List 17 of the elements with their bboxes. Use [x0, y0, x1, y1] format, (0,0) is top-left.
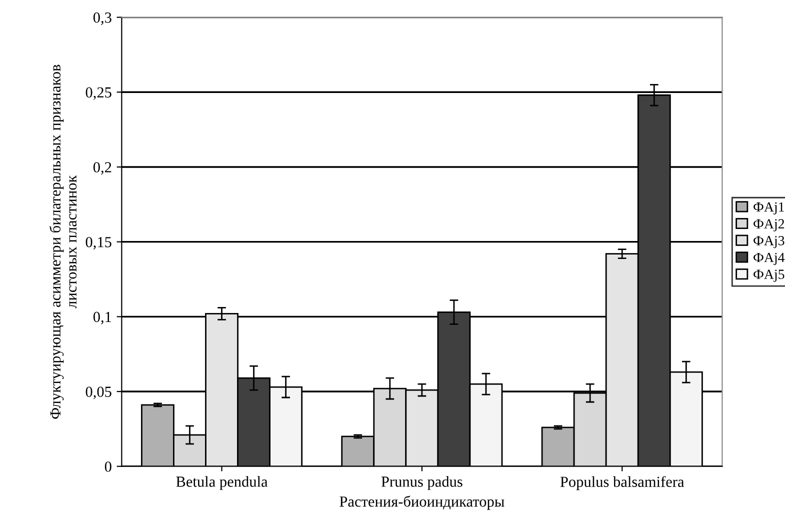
- x-tick-label: Populus balsamifera: [560, 476, 684, 490]
- y-tick-label: 0,25: [86, 87, 112, 100]
- legend-label: ФAj2: [754, 219, 784, 232]
- y-tick-label: 0,05: [86, 386, 112, 400]
- y-axis-title: Флуктуирующая асимметри билатеральных признаков листовых пластинок: [49, 64, 77, 419]
- x-tick-label: Prunus padus: [381, 476, 462, 490]
- y-tick-label: 0: [104, 462, 112, 472]
- y-tick-label: 0,2: [93, 162, 112, 175]
- y-tick-label: 0,1: [93, 312, 112, 324]
- legend-label: ФAj3: [754, 236, 784, 248]
- legend-label: ФAj1: [754, 202, 784, 214]
- y-tick-label: 0,15: [86, 236, 112, 250]
- x-tick-label: Betula pendula: [176, 476, 268, 490]
- legend-label: ФAj4: [754, 252, 785, 266]
- x-axis-title: Растения-биоиндикаторы: [340, 496, 504, 510]
- legend-label: ФAj5: [754, 270, 784, 282]
- y-tick-label: 0,3: [93, 12, 112, 25]
